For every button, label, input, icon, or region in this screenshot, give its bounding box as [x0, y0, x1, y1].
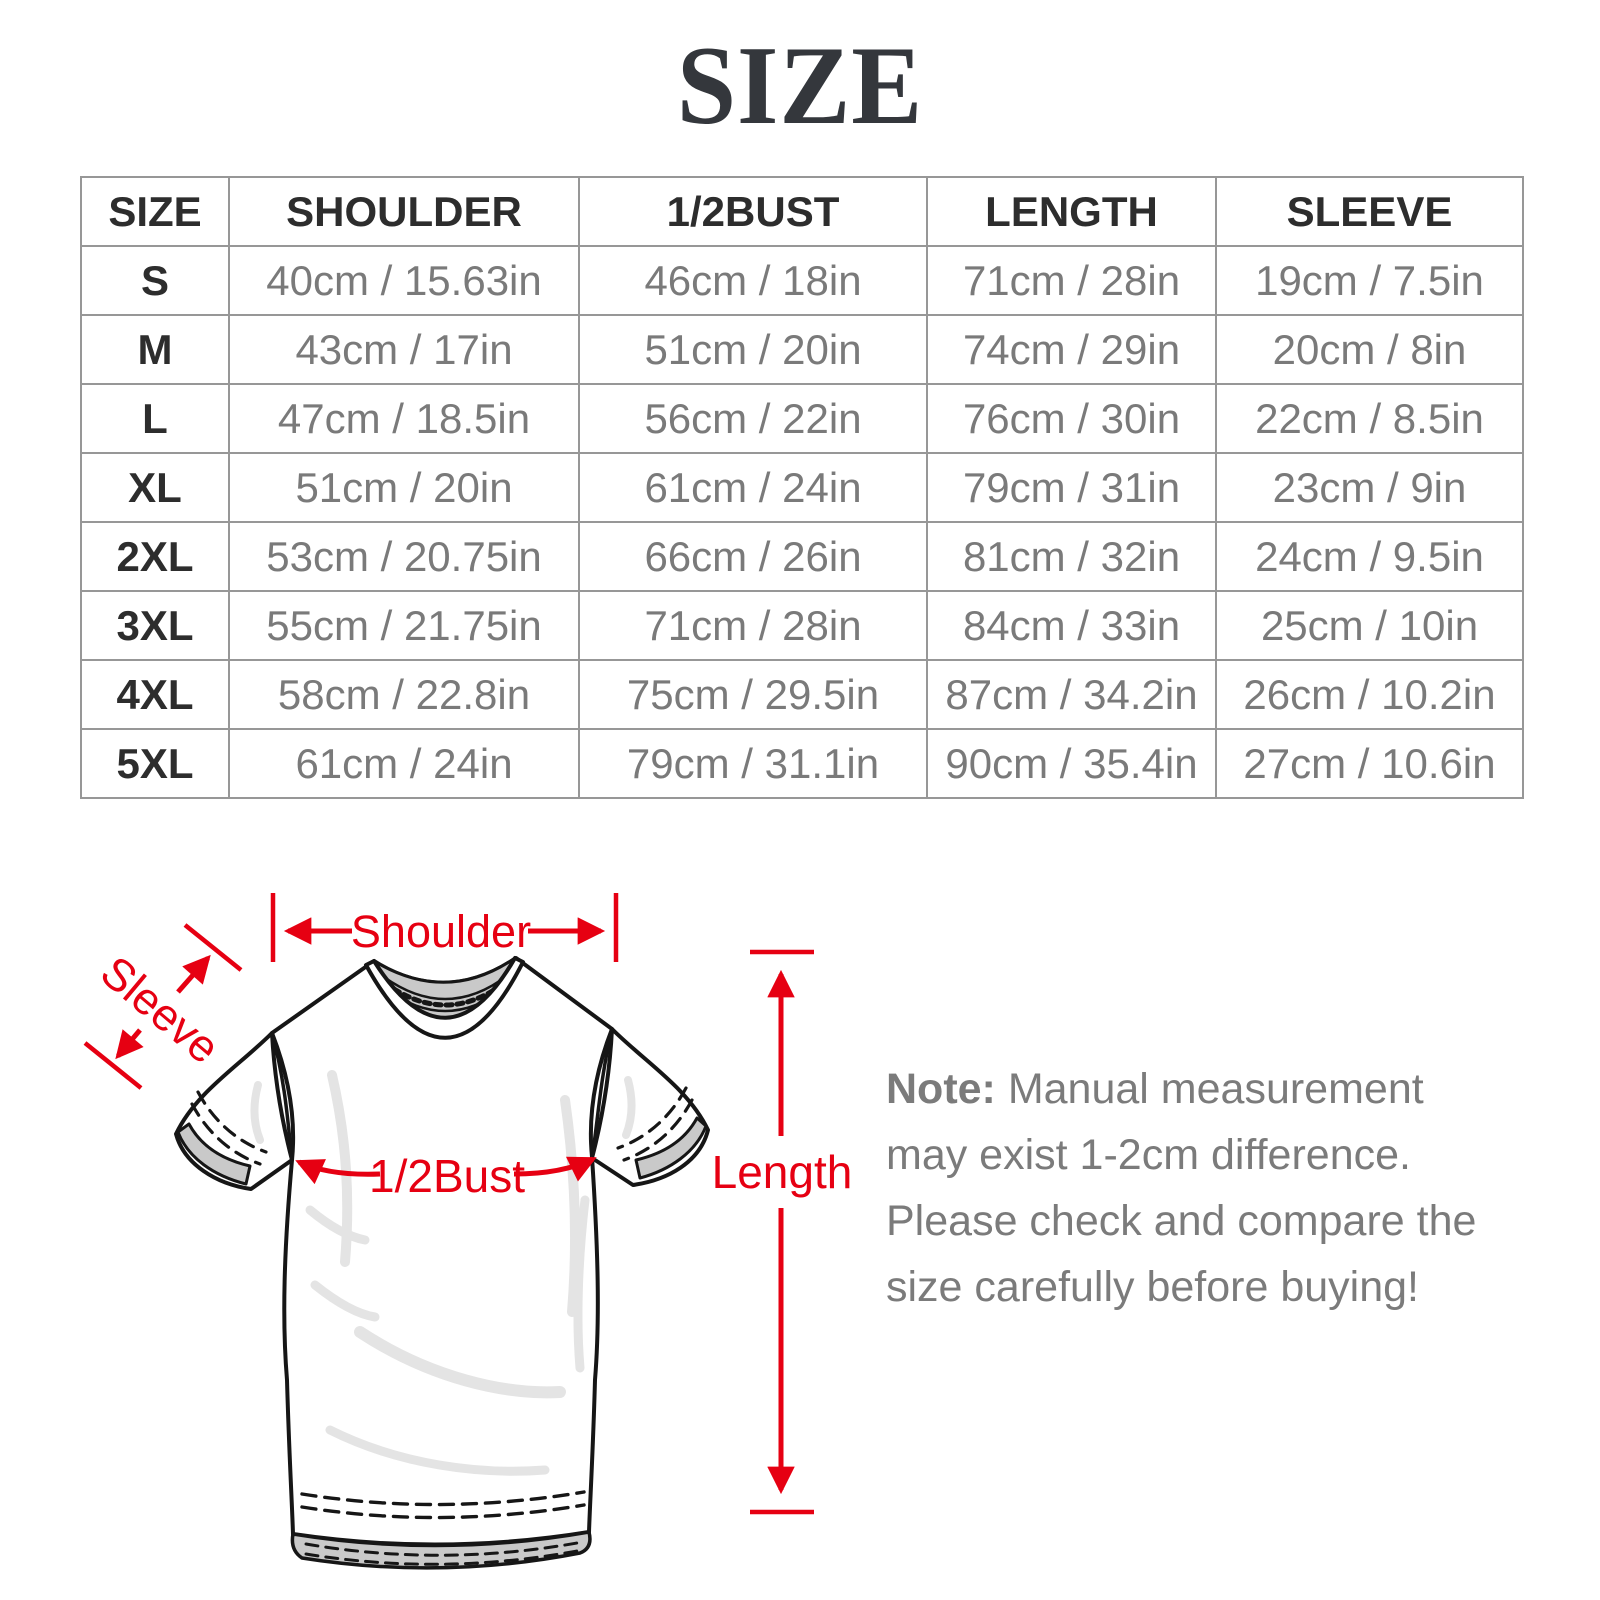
length-value: 76cm / 30in — [926, 383, 1217, 454]
shoulder-value: 47cm / 18.5in — [228, 383, 580, 454]
sleeve-tick-lower — [83, 1041, 143, 1090]
col-header-length: LENGTH — [926, 176, 1217, 247]
bust-value: 71cm / 28in — [578, 590, 928, 661]
sleeve-value: 23cm / 9in — [1215, 452, 1524, 523]
page-title: SIZE — [676, 24, 924, 148]
tshirt-measurement-diagram: Shoulder Sleeve 1/2Bust — [83, 893, 853, 1570]
size-label: 2XL — [80, 521, 230, 592]
right-cuff-inside — [634, 1116, 708, 1180]
size-table: SIZE SHOULDER 1/2BUST LENGTH SLEEVE S 40… — [80, 176, 1524, 799]
header-row: SIZE SHOULDER 1/2BUST LENGTH SLEEVE — [80, 176, 1524, 247]
size-label: L — [80, 383, 230, 454]
bust-arrow-group: 1/2Bust — [295, 1150, 597, 1202]
sleeve-value: 22cm / 8.5in — [1215, 383, 1524, 454]
shoulder-value: 55cm / 21.75in — [228, 590, 580, 661]
wrinkles — [250, 1070, 636, 1476]
bust-value: 46cm / 18in — [578, 245, 928, 316]
note-prefix: Note: — [886, 1065, 996, 1113]
hem-stitch — [300, 1503, 586, 1520]
bust-value: 61cm / 24in — [578, 452, 928, 523]
sleeve-value: 20cm / 8in — [1215, 314, 1524, 385]
length-value: 84cm / 33in — [926, 590, 1217, 661]
length-value: 81cm / 32in — [926, 521, 1217, 592]
bust-value: 75cm / 29.5in — [578, 659, 928, 730]
size-label: M — [80, 314, 230, 385]
sleeve-arrow-group: Sleeve — [83, 923, 243, 1090]
bust-value: 79cm / 31.1in — [578, 728, 928, 799]
bust-value: 56cm / 22in — [578, 383, 928, 454]
left-armhole-seam — [270, 1031, 294, 1162]
bust-arrow-right — [513, 1156, 597, 1182]
length-value: 74cm / 29in — [926, 314, 1217, 385]
bust-arrow-left — [295, 1159, 381, 1185]
length-value: 79cm / 31in — [926, 452, 1217, 523]
hem-stitch — [300, 1490, 586, 1507]
torso — [270, 956, 614, 1547]
sleeve-arrow-upper — [176, 954, 211, 994]
shoulder-arrow-group: Shoulder — [270, 893, 619, 962]
table-row: M 43cm / 17in 51cm / 20in 74cm / 29in 20… — [80, 314, 1524, 385]
table-row: 3XL 55cm / 21.75in 71cm / 28in 84cm / 33… — [80, 590, 1524, 661]
note-text: Note: Manual measurement may exist 1-2cm… — [886, 1056, 1508, 1320]
col-header-size: SIZE — [80, 176, 230, 247]
right-cuff-stitch — [622, 1098, 694, 1162]
size-label: 5XL — [80, 728, 230, 799]
size-label: XL — [80, 452, 230, 523]
sleeve-arrow-lower — [115, 1028, 144, 1060]
sleeve-value: 19cm / 7.5in — [1215, 245, 1524, 316]
table-row: S 40cm / 15.63in 46cm / 18in 71cm / 28in… — [80, 245, 1524, 316]
size-table-body: S 40cm / 15.63in 46cm / 18in 71cm / 28in… — [80, 245, 1524, 799]
table-row: 4XL 58cm / 22.8in 75cm / 29.5in 87cm / 3… — [80, 659, 1524, 730]
length-arrow-group: Length — [712, 949, 853, 1515]
shoulder-value: 43cm / 17in — [228, 314, 580, 385]
col-header-sleeve: SLEEVE — [1215, 176, 1524, 247]
table-row: XL 51cm / 20in 61cm / 24in 79cm / 31in 2… — [80, 452, 1524, 523]
left-cuff-stitch — [190, 1102, 262, 1166]
shoulder-label: Shoulder — [351, 906, 531, 957]
collar-stitch — [382, 973, 510, 1001]
bust-value: 66cm / 26in — [578, 521, 928, 592]
shoulder-value: 53cm / 20.75in — [228, 521, 580, 592]
size-label: 4XL — [80, 659, 230, 730]
sleeve-tick-upper — [183, 923, 243, 972]
note-body: Manual measurement may exist 1-2cm diffe… — [886, 1065, 1477, 1311]
col-header-shoulder: SHOULDER — [228, 176, 580, 247]
shoulder-value: 61cm / 24in — [228, 728, 580, 799]
length-value: 71cm / 28in — [926, 245, 1217, 316]
col-header-bust: 1/2BUST — [578, 176, 928, 247]
length-label: Length — [712, 1146, 853, 1198]
sleeve-value: 27cm / 10.6in — [1215, 728, 1524, 799]
bust-label: 1/2Bust — [369, 1150, 525, 1202]
size-label: S — [80, 245, 230, 316]
size-table-header: SIZE SHOULDER 1/2BUST LENGTH SLEEVE — [80, 176, 1524, 247]
table-row: 5XL 61cm / 24in 79cm / 31.1in 90cm / 35.… — [80, 728, 1524, 799]
length-value: 90cm / 35.4in — [926, 728, 1217, 799]
sleeve-value: 24cm / 9.5in — [1215, 521, 1524, 592]
size-label: 3XL — [80, 590, 230, 661]
left-cuff-stitch — [196, 1090, 268, 1154]
right-armhole-seam — [590, 1027, 614, 1160]
table-row: L 47cm / 18.5in 56cm / 22in 76cm / 30in … — [80, 383, 1524, 454]
shoulder-value: 51cm / 20in — [228, 452, 580, 523]
bust-value: 51cm / 20in — [578, 314, 928, 385]
shoulder-value: 40cm / 15.63in — [228, 245, 580, 316]
length-value: 87cm / 34.2in — [926, 659, 1217, 730]
tshirt-drawing — [174, 956, 710, 1570]
right-cuff-stitch — [616, 1086, 688, 1150]
left-cuff-inside — [176, 1122, 252, 1186]
front-collar-band — [364, 956, 525, 1040]
sleeve-value: 26cm / 10.2in — [1215, 659, 1524, 730]
sleeve-value: 25cm / 10in — [1215, 590, 1524, 661]
table-row: 2XL 53cm / 20.75in 66cm / 26in 81cm / 32… — [80, 521, 1524, 592]
shoulder-value: 58cm / 22.8in — [228, 659, 580, 730]
sleeve-label: Sleeve — [91, 946, 229, 1074]
